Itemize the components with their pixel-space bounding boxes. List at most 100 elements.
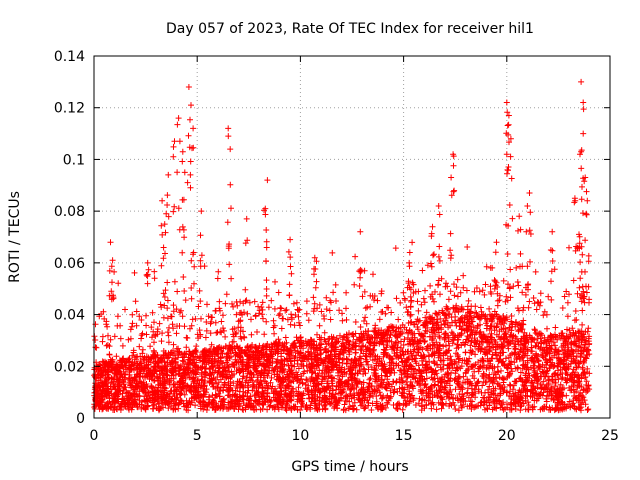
data-point	[268, 374, 275, 381]
data-point	[260, 315, 266, 322]
data-point	[357, 324, 364, 330]
data-point	[329, 249, 336, 256]
data-point	[316, 301, 323, 308]
data-point	[272, 278, 278, 285]
data-point	[352, 349, 359, 356]
data-point	[543, 398, 550, 405]
data-point	[92, 344, 99, 351]
data-point	[173, 330, 180, 337]
data-point	[111, 333, 118, 340]
data-point	[544, 325, 550, 332]
data-point	[183, 344, 190, 351]
data-point	[344, 356, 351, 363]
data-point	[532, 268, 539, 275]
data-point	[117, 335, 124, 342]
data-point	[435, 282, 441, 289]
data-point	[321, 329, 328, 336]
data-point	[550, 339, 557, 346]
data-point	[256, 310, 263, 317]
data-point	[422, 287, 428, 294]
data-point	[586, 296, 593, 303]
data-point	[440, 361, 447, 368]
data-point	[166, 324, 172, 331]
data-point	[439, 384, 446, 391]
data-point	[303, 310, 310, 317]
data-point	[151, 275, 158, 282]
data-point	[92, 321, 99, 328]
data-point	[371, 297, 377, 303]
data-point	[471, 368, 478, 375]
data-point	[462, 349, 469, 356]
data-point	[168, 313, 175, 320]
data-point	[526, 298, 533, 305]
data-point	[287, 321, 294, 328]
data-point	[397, 299, 404, 306]
data-point	[463, 287, 470, 294]
data-point	[126, 406, 132, 413]
data-point	[409, 332, 416, 338]
grid	[94, 56, 610, 418]
data-point	[415, 362, 422, 369]
data-point	[303, 298, 310, 305]
data-point	[438, 366, 445, 373]
data-point	[107, 336, 114, 343]
data-point	[390, 378, 396, 385]
data-point	[160, 290, 167, 297]
data-point	[473, 329, 480, 336]
data-point	[271, 305, 278, 312]
data-point	[456, 374, 463, 381]
data-point	[282, 334, 289, 341]
data-point	[114, 313, 121, 320]
data-point	[443, 342, 449, 349]
data-point	[352, 253, 359, 260]
data-point	[530, 295, 537, 301]
data-point	[499, 375, 506, 382]
data-point	[579, 307, 586, 314]
data-point	[362, 404, 369, 410]
data-point	[552, 370, 559, 377]
data-point	[456, 391, 463, 397]
data-point	[336, 307, 343, 314]
data-point	[131, 269, 138, 276]
data-point	[268, 297, 275, 304]
data-point	[392, 245, 399, 252]
data-point	[292, 312, 299, 318]
data-point	[414, 298, 421, 305]
data-point	[99, 338, 106, 345]
data-point	[198, 315, 204, 322]
data-point	[191, 263, 198, 270]
data-point	[139, 330, 146, 337]
data-point	[261, 331, 268, 338]
data-point	[511, 359, 518, 366]
data-point	[296, 319, 302, 326]
data-point	[405, 308, 412, 315]
data-point	[151, 339, 157, 346]
data-point	[447, 288, 454, 295]
data-point	[431, 298, 437, 305]
data-point	[280, 315, 287, 322]
data-point	[504, 251, 511, 257]
data-point	[452, 406, 459, 412]
data-point	[452, 370, 459, 377]
data-point	[486, 305, 493, 312]
data-point	[509, 337, 516, 344]
data-point	[481, 291, 488, 298]
data-point	[453, 284, 460, 291]
data-point	[454, 276, 461, 283]
data-point	[407, 293, 414, 300]
data-point	[537, 290, 544, 297]
data-point	[122, 306, 128, 313]
data-point	[538, 351, 545, 358]
data-point	[419, 267, 426, 274]
data-point	[326, 390, 333, 396]
data-point	[564, 313, 571, 320]
data-point	[473, 310, 480, 317]
data-point	[545, 293, 552, 300]
data-point	[413, 343, 420, 350]
data-point	[408, 297, 415, 304]
data-point	[176, 309, 183, 316]
data-point	[165, 339, 172, 346]
data-point	[229, 300, 235, 307]
data-point	[277, 310, 283, 317]
